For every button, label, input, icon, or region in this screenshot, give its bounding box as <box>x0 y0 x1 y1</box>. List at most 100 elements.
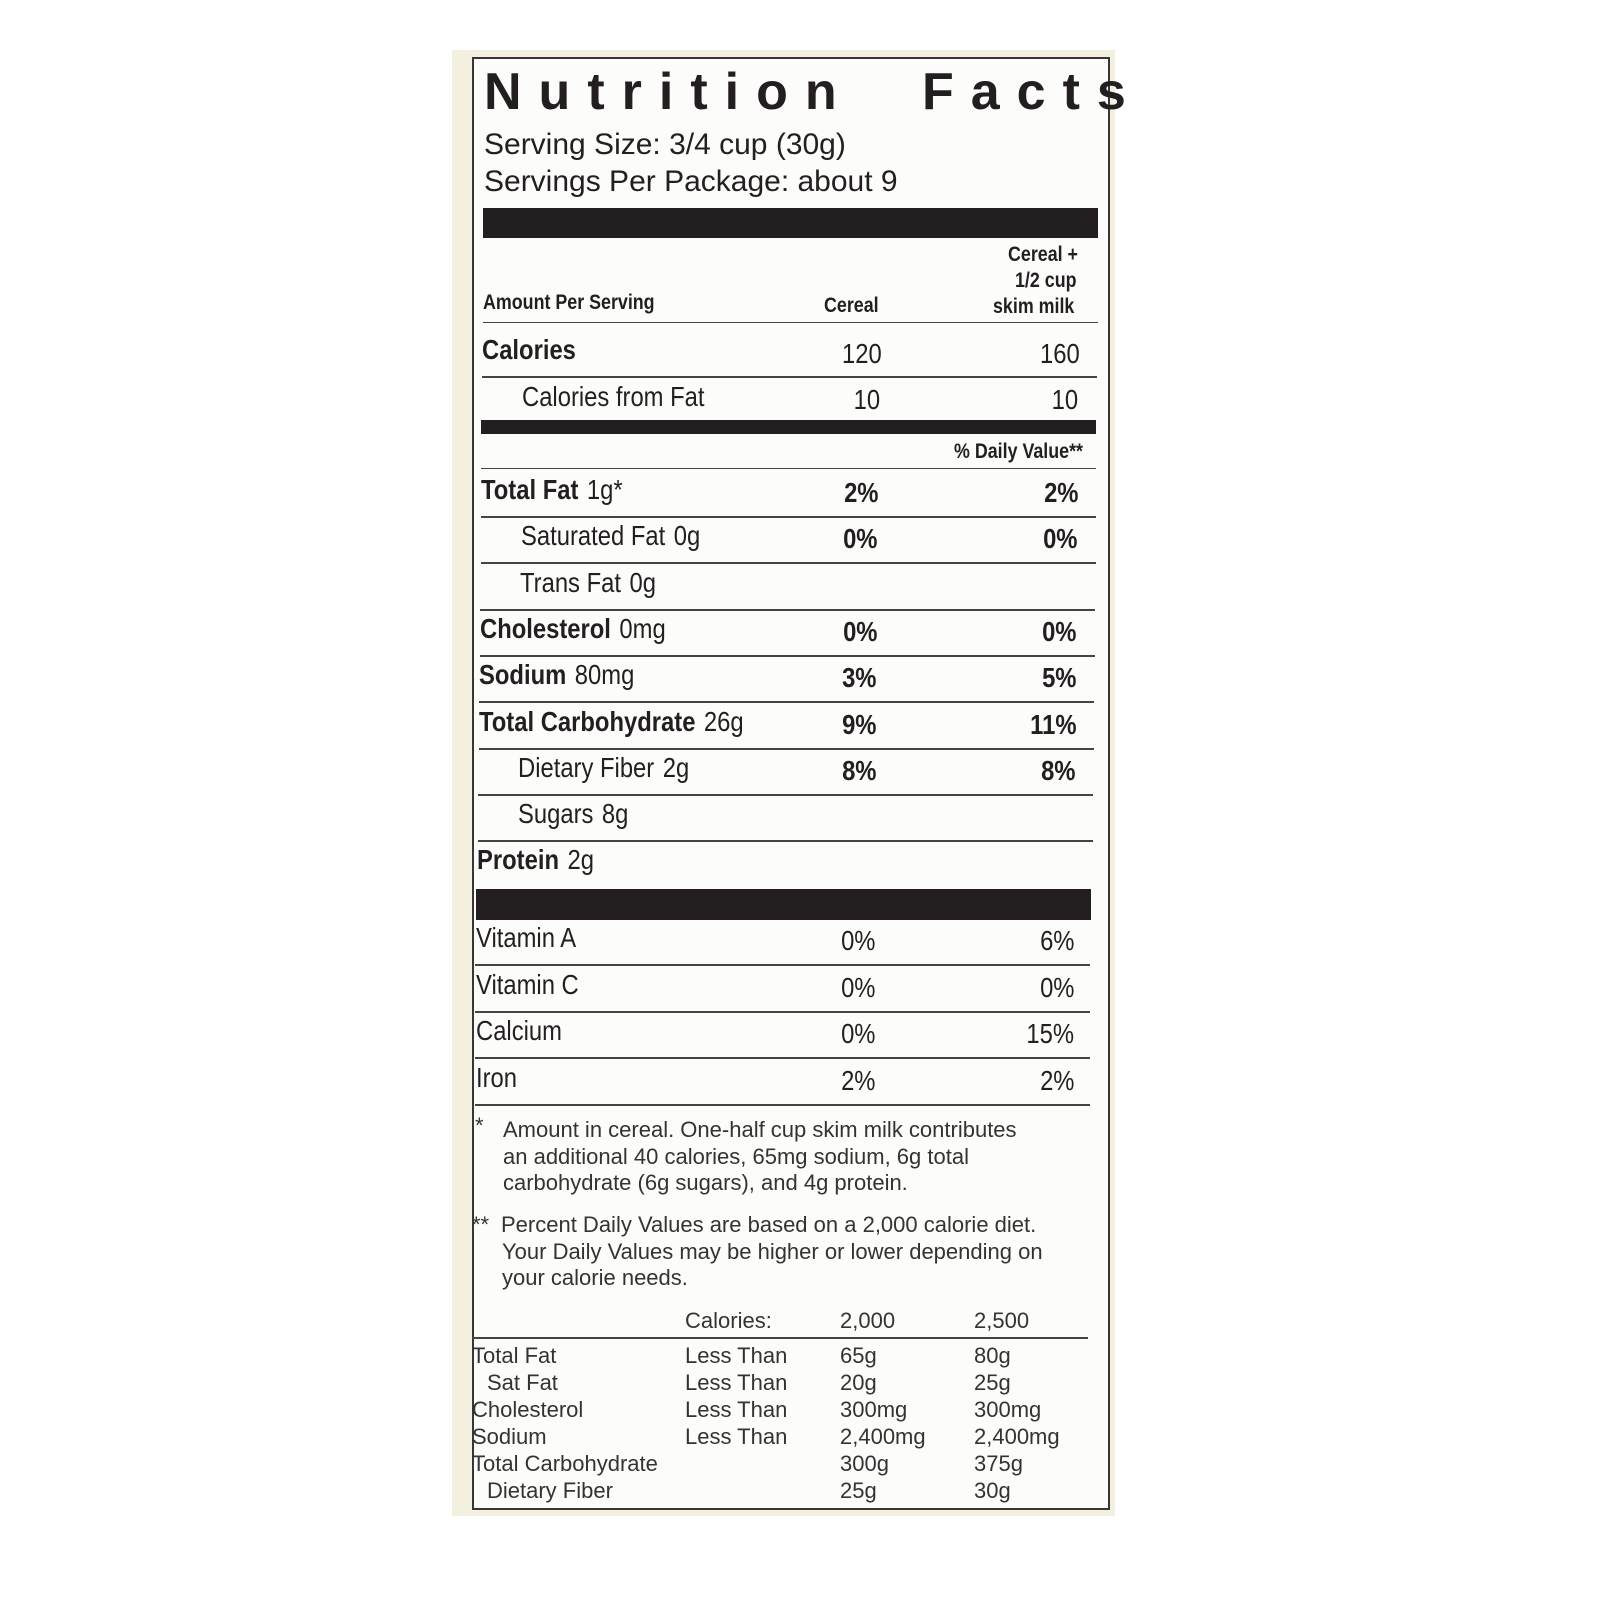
nutrient-label: Dietary Fiber <box>518 751 655 783</box>
vitamin-label: Iron <box>476 1061 518 1093</box>
dv-table-cell: Total Carbohydrate <box>472 1451 658 1476</box>
nutrient-row: Saturated Fat 0g <box>521 520 700 552</box>
nutrient-label: Cholesterol <box>479 612 611 644</box>
nutrient-label: Sodium <box>479 659 567 691</box>
nutrient-amount: 80mg <box>574 659 635 691</box>
column-milk-line1: Cereal + <box>1008 243 1078 266</box>
serving-size: Serving Size: 3/4 cup (30g) <box>484 128 846 161</box>
nutrient-dv-milk: 5% <box>1042 662 1077 694</box>
nutrient-row: Dietary Fiber 2g <box>518 752 689 784</box>
divider <box>481 516 1096 518</box>
vitamin-label: Vitamin C <box>476 968 579 1000</box>
dv-table-cell: Cholesterol <box>472 1397 584 1422</box>
dv-table-cell: Sodium <box>472 1424 547 1449</box>
vitamin-label: Calcium <box>476 1015 562 1046</box>
dv-table-cell: Sat Fat <box>487 1370 558 1395</box>
nutrient-dv-cereal: 9% <box>842 708 877 740</box>
nutrient-dv-milk: 0% <box>1043 523 1078 555</box>
divider <box>480 562 1096 565</box>
footnote-1-line: Amount in cereal. One-half cup skim milk… <box>503 1117 1017 1142</box>
vitamin-dv-cereal: 0% <box>840 1018 875 1049</box>
calories-from-fat-label: Calories from Fat <box>522 381 705 412</box>
divider <box>478 793 1093 796</box>
nutrient-dv-milk: 0% <box>1042 615 1077 647</box>
divider <box>475 1103 1090 1106</box>
divider <box>475 964 1090 966</box>
vitamin-dv-milk: 15% <box>1026 1018 1074 1049</box>
calories-label: Calories <box>482 334 576 365</box>
nutrient-row: Trans Fat 0g <box>520 567 656 599</box>
nutrient-dv-cereal: 0% <box>842 615 878 647</box>
divider <box>475 1010 1090 1013</box>
nutrient-amount: 0g <box>673 520 700 552</box>
nutrient-row: Cholesterol 0mg <box>480 613 666 645</box>
footnote-1-mark: * <box>475 1113 484 1138</box>
amount-per-serving: Amount Per Serving <box>483 291 655 314</box>
vitamin-dv-cereal: 0% <box>840 971 875 1003</box>
nutrition-facts-panel <box>472 57 1110 1510</box>
nutrient-dv-cereal: 0% <box>843 523 878 555</box>
nutrient-label: Trans Fat <box>520 566 621 598</box>
vitamin-dv-milk: 0% <box>1039 971 1074 1003</box>
column-cereal: Cereal <box>824 294 879 317</box>
dv-table-header: 2,500 <box>974 1308 1030 1333</box>
title-facts: Facts <box>922 63 1143 121</box>
vitamin-dv-milk: 6% <box>1039 925 1074 956</box>
column-milk-line2: 1/2 cup <box>1015 269 1077 292</box>
nutrient-label: Saturated Fat <box>520 520 665 552</box>
divider <box>481 468 1096 469</box>
nutrient-amount: 2g <box>567 844 594 876</box>
nutrient-row: Total Carbohydrate 26g <box>479 706 744 738</box>
nutrient-dv-cereal: 3% <box>842 662 877 694</box>
dv-table-cell: 375g <box>974 1451 1023 1476</box>
medium-divider <box>481 420 1096 434</box>
nutrient-amount: 2g <box>662 751 690 783</box>
dv-table-cell: 25g <box>974 1370 1011 1395</box>
footnote-1-line: carbohydrate (6g sugars), and 4g protein… <box>503 1170 908 1195</box>
thick-divider <box>483 208 1098 238</box>
thick-divider <box>476 889 1091 920</box>
dv-table-header: 2,000 <box>840 1308 896 1333</box>
dv-table-header: Calories: <box>685 1308 772 1333</box>
nutrient-amount: 1g* <box>586 474 623 505</box>
dv-table-cell: Less Than <box>685 1343 788 1368</box>
footnote-2-line: your calorie needs. <box>502 1265 688 1290</box>
vitamin-dv-cereal: 0% <box>840 925 875 956</box>
nutrient-label: Sugars <box>517 798 593 830</box>
divider <box>483 322 1098 323</box>
nutrient-row: Protein 2g <box>477 844 594 876</box>
footnote-1-line: an additional 40 calories, 65mg sodium, … <box>503 1143 969 1169</box>
vitamin-dv-cereal: 2% <box>840 1064 875 1096</box>
divider <box>480 608 1095 611</box>
vitamin-label: Vitamin A <box>476 922 577 953</box>
nutrient-dv-milk: 2% <box>1043 477 1078 508</box>
dv-table-cell: 30g <box>974 1478 1011 1503</box>
nutrient-label: Total Fat <box>481 474 579 505</box>
dv-table-cell: 25g <box>840 1478 877 1503</box>
nutrient-dv-cereal: 2% <box>843 477 878 508</box>
dv-table-cell: 2,400mg <box>974 1424 1060 1449</box>
divider <box>479 654 1095 657</box>
dv-table-cell: Less Than <box>685 1397 788 1422</box>
dv-table-cell: 300g <box>840 1451 889 1476</box>
footnote-2-line: Percent Daily Values are based on a 2,00… <box>501 1212 1037 1237</box>
vitamin-dv-milk: 2% <box>1039 1064 1074 1096</box>
divider <box>478 747 1094 750</box>
divider <box>472 1337 1088 1339</box>
nutrient-amount: 26g <box>703 705 744 737</box>
title: Nutrition Facts <box>484 62 1126 122</box>
nutrient-row: Total Fat 1g* <box>481 474 623 506</box>
servings-per-package: Servings Per Package: about 9 <box>484 165 898 198</box>
nutrient-label: Protein <box>477 844 559 876</box>
footnote-2-line: Your Daily Values may be higher or lower… <box>502 1238 1043 1264</box>
nutrient-label: Total Carbohydrate <box>478 705 695 737</box>
dv-table-cell: 65g <box>840 1343 877 1368</box>
nutrient-amount: 0g <box>629 566 656 598</box>
dv-table-cell: Less Than <box>685 1370 788 1395</box>
nutrient-dv-cereal: 8% <box>841 754 877 786</box>
dv-table-cell: 300mg <box>840 1397 908 1422</box>
divider <box>479 701 1094 704</box>
nutrient-row: Sugars 8g <box>518 798 628 830</box>
calories-cereal: 120 <box>842 338 882 369</box>
dv-table-cell: 80g <box>974 1343 1011 1368</box>
